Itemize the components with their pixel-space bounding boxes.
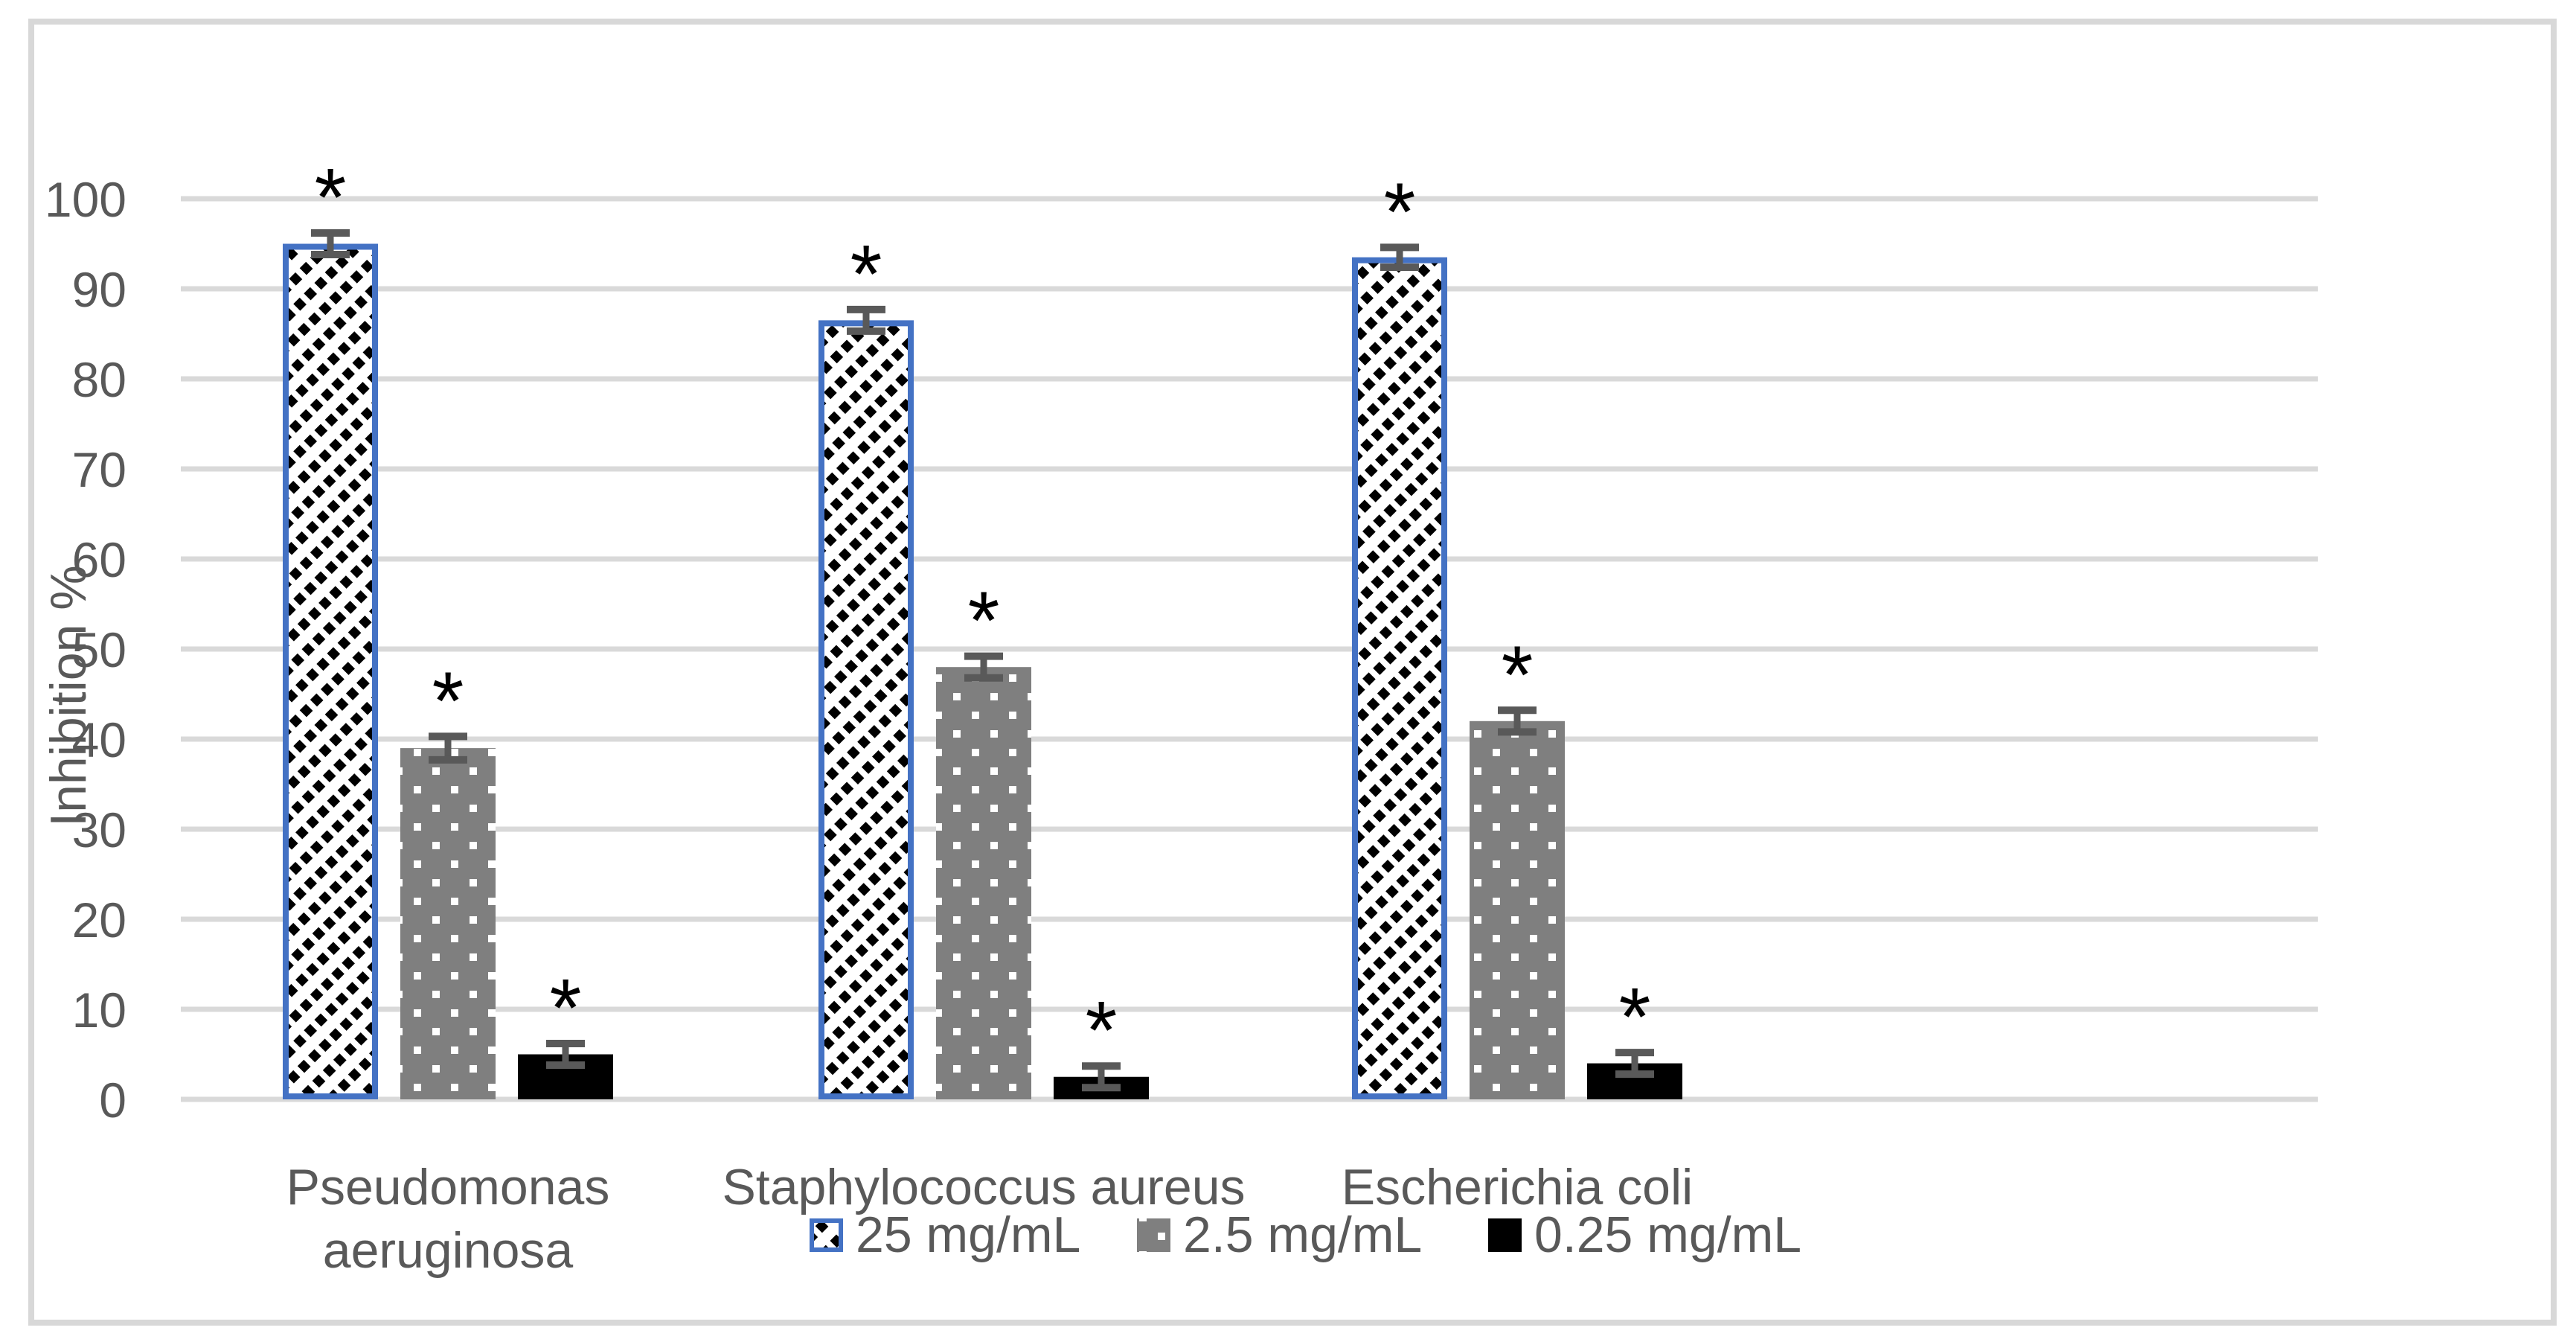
legend: 25 mg/mL 2.5 mg/mL 0.25 mg/mL [810, 1207, 1801, 1263]
legend-item-25-mg-ml: 25 mg/mL [810, 1207, 1080, 1263]
legend-label-25-mg-ml: 25 mg/mL [856, 1207, 1080, 1263]
legend-label-0-25-mg-ml: 0.25 mg/mL [1534, 1207, 1801, 1263]
legend-swatch-gray-dotted [1137, 1218, 1170, 1252]
legend-swatch-hatched [810, 1218, 843, 1252]
asterisk-2-5-mg-ml-staphylococcus-aureus: * [968, 575, 1000, 667]
y-axis-title: Inhibition % [40, 565, 97, 827]
asterisk-0-25-mg-ml-escherichia-coli: * [1619, 971, 1651, 1063]
error-bar-2-5-mg-ml-pseudomonas-aeruginosa [429, 732, 467, 764]
bar-2-5-mg-ml-pseudomonas-aeruginosa [400, 748, 496, 1099]
bar-2-5-mg-ml-staphylococcus-aureus [936, 667, 1031, 1099]
y-axis-tick-labels: 0 10 20 30 40 50 60 70 80 90 100 [45, 172, 126, 1128]
asterisk-2-5-mg-ml-pseudomonas-aeruginosa: * [432, 655, 464, 747]
y-tick-label-90: 90 [72, 262, 126, 317]
gridlines [181, 196, 2318, 1102]
y-tick-label-60: 60 [72, 532, 126, 587]
asterisk-25-mg-ml-pseudomonas-aeruginosa: * [315, 152, 347, 243]
asterisk-0-25-mg-ml-pseudomonas-aeruginosa: * [550, 962, 582, 1054]
legend-item-2-5-mg-ml: 2.5 mg/mL [1137, 1207, 1422, 1263]
category-axis-labels: Pseudomonas aeruginosa Staphylococcus aure… [286, 1159, 1694, 1279]
asterisk-2-5-mg-ml-escherichia-coli: * [1502, 629, 1534, 720]
error-bar-0-25-mg-ml-staphylococcus-aureus [1082, 1062, 1121, 1092]
y-tick-label-100: 100 [45, 172, 126, 227]
error-bar-25-mg-ml-escherichia-coli [1380, 243, 1419, 271]
y-tick-label-0: 0 [99, 1073, 126, 1128]
bars [283, 243, 1682, 1100]
y-tick-label-40: 40 [72, 712, 126, 767]
bar-2-5-mg-ml-escherichia-coli [1470, 720, 1565, 1099]
y-tick-label-10: 10 [72, 982, 126, 1038]
chart-frame-border [28, 19, 2557, 1326]
error-bar-0-25-mg-ml-pseudomonas-aeruginosa [546, 1039, 585, 1070]
y-tick-label-30: 30 [72, 802, 126, 857]
error-bar-25-mg-ml-staphylococcus-aureus [847, 305, 885, 335]
y-tick-label-80: 80 [72, 352, 126, 407]
category-label-escherichia-coli: Escherichia coli [1342, 1159, 1693, 1215]
y-tick-label-20: 20 [72, 892, 126, 948]
legend-swatch-black [1488, 1218, 1522, 1252]
error-bar-2-5-mg-ml-escherichia-coli [1498, 706, 1537, 736]
bar-25-mg-ml-escherichia-coli [1352, 257, 1447, 1099]
asterisk-0-25-mg-ml-staphylococcus-aureus: * [1086, 985, 1118, 1076]
y-tick-label-70: 70 [72, 442, 126, 497]
significance-asterisks: * * * * * * * * * [315, 152, 1651, 1076]
category-label-pseudomonas-aeruginosa-line2: aeruginosa [323, 1222, 574, 1279]
category-label-pseudomonas-aeruginosa: Pseudomonas [286, 1159, 610, 1215]
bar-25-mg-ml-staphylococcus-aureus [818, 320, 914, 1100]
y-tick-label-50: 50 [72, 622, 126, 677]
error-bar-2-5-mg-ml-staphylococcus-aureus [964, 652, 1003, 682]
error-bars [311, 229, 1654, 1092]
error-bar-0-25-mg-ml-escherichia-coli [1615, 1049, 1654, 1079]
category-label-staphylococcus-aureus: Staphylococcus aureus [722, 1159, 1245, 1215]
error-bar-25-mg-ml-pseudomonas-aeruginosa [311, 229, 350, 259]
asterisk-25-mg-ml-staphylococcus-aureus: * [850, 229, 882, 320]
legend-label-2-5-mg-ml: 2.5 mg/mL [1183, 1207, 1422, 1263]
bar-25-mg-ml-pseudomonas-aeruginosa [283, 243, 378, 1099]
asterisk-25-mg-ml-escherichia-coli: * [1384, 166, 1416, 258]
legend-item-0-25-mg-ml: 0.25 mg/mL [1488, 1207, 1801, 1263]
